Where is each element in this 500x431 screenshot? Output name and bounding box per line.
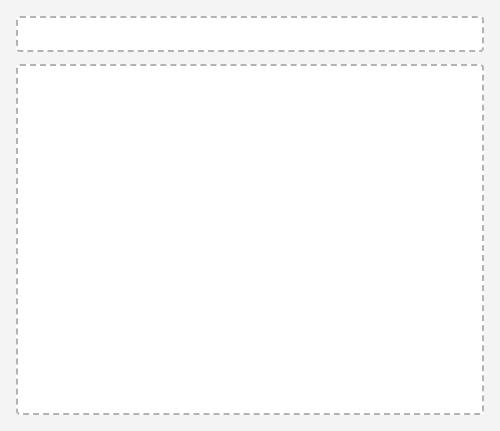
table-placeholder bbox=[16, 64, 484, 415]
title-placeholder bbox=[16, 16, 484, 52]
